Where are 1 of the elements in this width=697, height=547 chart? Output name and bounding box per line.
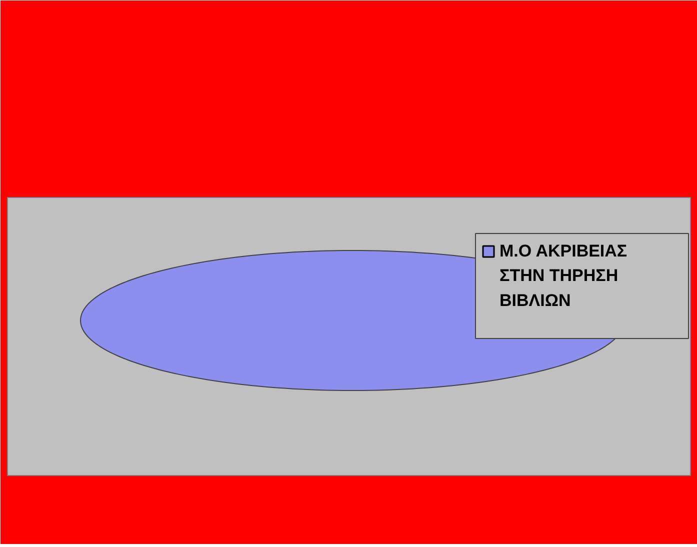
legend-label: Μ.Ο ΑΚΡΙΒΕΙΑΣ ΣΤΗΝ ΤΗΡΗΣΗ ΒΙΒΛΙΩΝ xyxy=(500,242,628,310)
